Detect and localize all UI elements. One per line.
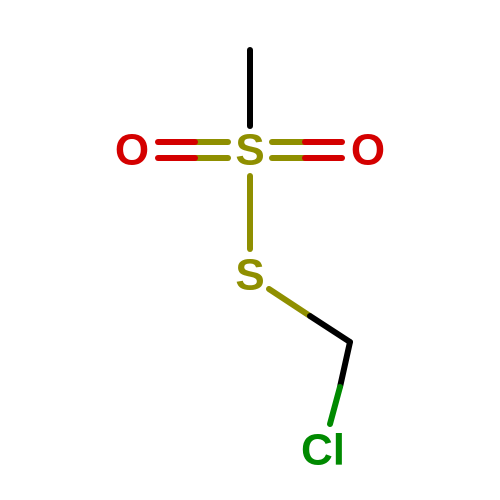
- atom-O_right: O: [351, 126, 385, 175]
- bond-CH2-Cl: [330, 387, 340, 424]
- molecule-canvas: O O S S Cl: [0, 0, 500, 500]
- bonds-layer: [158, 50, 350, 424]
- bond-CH2-Cl: [340, 342, 350, 387]
- atom-O_left: O: [115, 126, 149, 175]
- bond-Sbot-CH2: [310, 316, 350, 342]
- bond-Sbot-CH2: [269, 289, 310, 316]
- atom-S_bot: S: [235, 251, 264, 300]
- atom-S_top: S: [235, 126, 264, 175]
- atom-Cl: Cl: [301, 426, 345, 475]
